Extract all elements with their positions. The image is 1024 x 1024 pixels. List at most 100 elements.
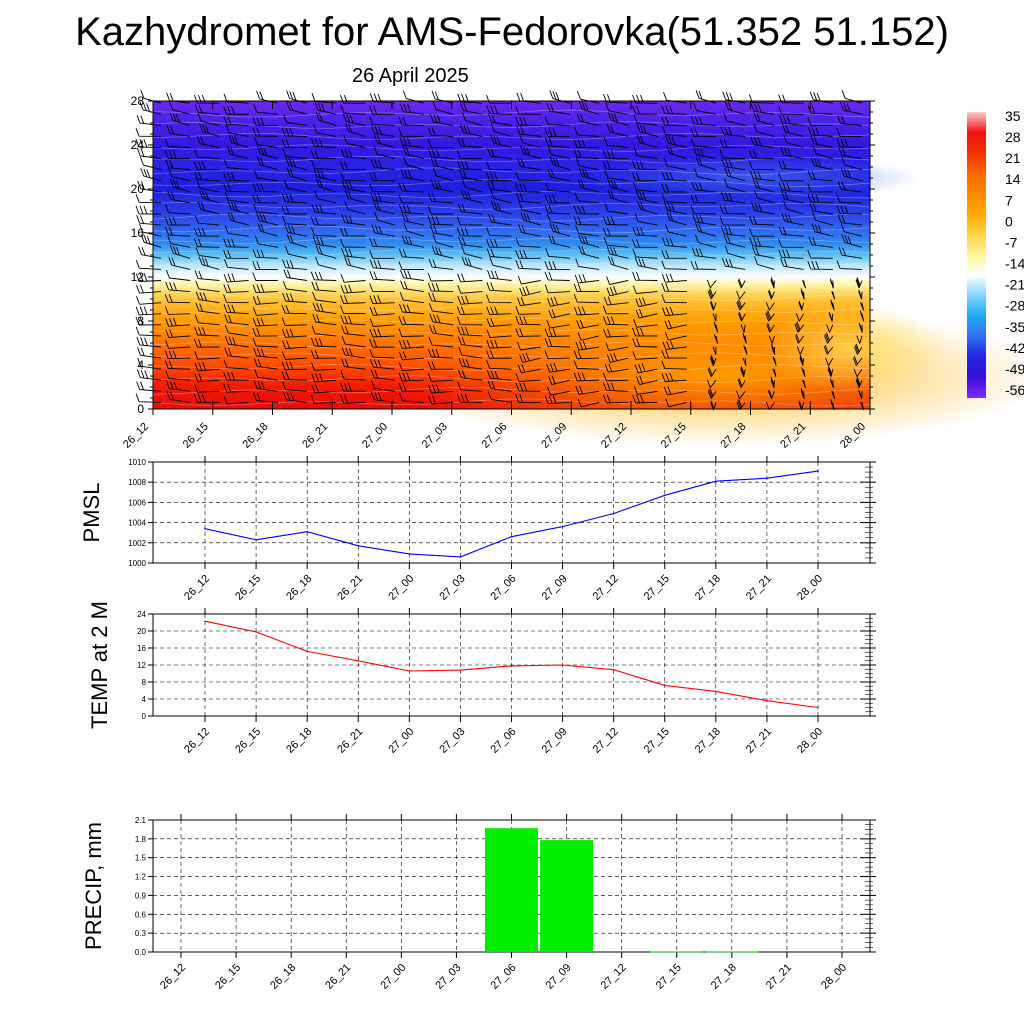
wind-barb (602, 382, 629, 392)
wind-barb (740, 324, 746, 333)
wind-barb (370, 158, 395, 171)
wind-barb (195, 302, 220, 315)
wind-barb (578, 101, 600, 115)
wind-barb (311, 362, 337, 371)
wind-barb (737, 278, 746, 289)
wind-barb (461, 245, 483, 259)
wind-barb (490, 201, 512, 215)
wind-barb (340, 295, 366, 304)
wind-barb (486, 339, 512, 349)
wind-barb (252, 127, 278, 137)
wind-barb (836, 138, 863, 148)
wind-barb (456, 316, 483, 326)
y-tick-label: 0.6 (135, 910, 147, 919)
wind-barb (798, 300, 805, 311)
wind-barb (604, 363, 629, 373)
wind-barb (457, 369, 483, 381)
wind-barb (695, 223, 717, 237)
x-tick-label: 28_00 (795, 726, 825, 756)
wind-barb (780, 147, 804, 160)
wind-barb (602, 227, 629, 237)
wind-barb (310, 216, 337, 226)
wind-barb (661, 372, 687, 382)
wind-barb (770, 377, 775, 389)
wind-barb (487, 181, 512, 193)
wind-barb (136, 284, 162, 294)
wind-barb (544, 350, 570, 360)
wind-barb (807, 170, 833, 182)
wind-barb (836, 205, 863, 215)
wind-barb (400, 280, 424, 293)
y-tick-label: 1010 (128, 458, 146, 467)
wind-barb (573, 360, 600, 370)
wind-barb (544, 338, 570, 348)
wind-barb (135, 194, 162, 204)
wind-barb (252, 307, 278, 316)
wind-barb (840, 168, 863, 182)
data-point (204, 527, 206, 530)
wind-barb (809, 202, 833, 215)
x-tick-label: 27_06 (489, 573, 519, 603)
wind-barb (195, 291, 220, 304)
wind-barb (256, 145, 278, 160)
x-tick-label: 26_12 (182, 726, 212, 756)
y-tick-label: 16 (137, 644, 146, 653)
wind-barb (370, 369, 395, 381)
wind-barb (603, 296, 629, 306)
y-tick-label: 1.8 (135, 835, 147, 844)
x-tick-label: 27_00 (386, 726, 416, 756)
wind-barb (458, 236, 483, 248)
wind-barb (487, 213, 512, 226)
wind-barb (517, 158, 541, 171)
wind-barb (546, 319, 570, 329)
wind-barb (837, 214, 863, 226)
wind-barb (487, 148, 512, 160)
wind-barb (281, 305, 308, 315)
wind-barb (456, 227, 483, 237)
wind-barb (461, 256, 483, 270)
wind-barb (340, 148, 366, 160)
wind-barb (164, 138, 191, 148)
wind-barb (634, 257, 658, 270)
colorbar-label: 28 (1005, 129, 1021, 145)
data-point (306, 530, 308, 533)
wind-barb (341, 180, 366, 193)
wind-barb (603, 137, 629, 148)
wind-barb (664, 223, 687, 237)
wind-barb (193, 339, 220, 348)
wind-barb (165, 317, 191, 327)
bar (485, 828, 538, 952)
wind-barb (770, 277, 775, 289)
wind-barb (488, 113, 512, 126)
wind-barb (515, 373, 541, 382)
wind-barb (167, 235, 191, 248)
wind-barb (794, 333, 804, 344)
wind-barb (515, 328, 541, 337)
wind-barb (164, 350, 191, 360)
x-tick-label: 27_03 (437, 726, 467, 756)
wind-barb (852, 356, 863, 366)
wind-barb (719, 149, 746, 160)
wind-barb (428, 395, 454, 405)
wind-barb (252, 337, 278, 348)
wind-barb (486, 294, 512, 304)
y-tick-label: 20 (131, 182, 145, 196)
colorbar (967, 112, 986, 398)
wind-barb (199, 189, 220, 204)
y-tick-label: 1000 (128, 559, 146, 568)
wind-barb (800, 288, 805, 300)
wind-barb (603, 237, 629, 248)
wind-barb (858, 322, 863, 333)
wind-barb (136, 369, 162, 381)
wind-barb (576, 113, 600, 126)
wind-barb (632, 285, 658, 294)
x-tick-label: 27_06 (489, 726, 519, 756)
wind-barb (223, 284, 249, 293)
wind-barb (801, 367, 806, 377)
wind-barb (807, 193, 833, 204)
x-tick-label: 27_03 (420, 421, 450, 451)
wind-barb (742, 332, 747, 344)
wind-barb (457, 381, 483, 392)
wind-barb (369, 358, 395, 370)
wind-barb (457, 203, 483, 215)
